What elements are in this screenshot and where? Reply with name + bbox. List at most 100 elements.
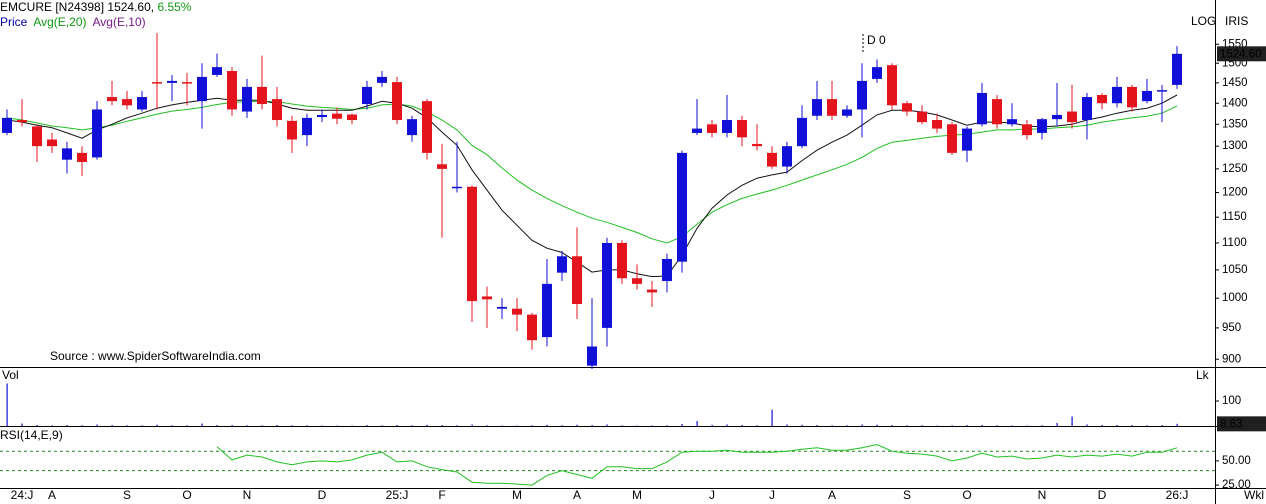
volume-bar [276,425,278,426]
volume-bar [1011,425,1013,426]
volume-bar [456,425,458,426]
volume-bar [1071,416,1073,426]
y-tick-label: 100 [1222,395,1241,407]
volume-bar [981,425,983,426]
candle-body [842,109,852,116]
symbol: EMCURE [N24398] [0,0,104,14]
candle-body [992,99,1002,125]
candle-body [107,97,117,102]
volume-bar [846,425,848,426]
volume-bar [696,421,698,426]
volume-bar [741,425,743,426]
x-tick-label: J [709,488,715,502]
y-tick-label: 1200 [1222,187,1248,199]
y-tick-label: 1150 [1222,211,1247,223]
x-tick-label: S [123,488,131,502]
candle-body [332,113,342,119]
candle-body [1142,90,1152,102]
candle-body [1097,95,1107,104]
candle-body [587,346,597,366]
volume-bar [951,425,953,426]
candle-body [302,117,312,136]
volume-bar [936,425,938,426]
volume-bar [171,425,173,426]
candle-body [1172,53,1182,85]
volume-bar [531,425,533,426]
candle-body [692,128,702,133]
volume-bar [291,425,293,426]
candle-body [647,289,657,293]
rsi-label: RSI(14,E,9) [0,428,63,442]
volume-bar [786,424,788,426]
x-tick-label: M [632,488,642,502]
candle-body [632,278,642,284]
candle-body [452,186,462,189]
price-tag: 1524.60 [1220,48,1262,60]
volume-bar [36,425,38,426]
candle-body [182,82,192,84]
candle-body [707,124,717,133]
volume-bar [231,425,233,426]
candle-body [137,97,147,110]
candle-body [62,148,72,160]
candle-body [1157,90,1167,92]
candle-body [917,111,927,123]
x-tick-label: D [318,488,327,502]
y-tick-label: 950 [1222,322,1241,334]
log-label: LOG [1191,14,1216,28]
legend-entry: Avg(E,20) [33,15,86,29]
volume-bar [381,425,383,426]
candle-body [377,76,387,83]
annotation: D 0 [867,33,886,47]
volume-bar [21,423,23,426]
candle-body [797,117,807,147]
y-tick-label: 900 [1222,353,1241,365]
x-tick-label: O [962,488,971,502]
volume-bar [486,425,488,426]
x-tick-label: N [243,488,252,502]
volume-bar [906,425,908,426]
volume-tag: 8.63 [1220,418,1242,430]
candle-body [422,101,432,153]
candle-body [77,152,87,162]
candle-body [2,117,12,133]
y-tick-label: 1250 [1222,163,1248,175]
volume-bar [1056,423,1058,426]
candle-body [482,296,492,300]
volume-bar [216,425,218,426]
candle-body [737,120,747,138]
candle-body [1022,124,1032,136]
candle-body [827,99,837,116]
scale-label: IRIS [1225,14,1248,28]
volume-bar [636,425,638,426]
candle-body [677,152,687,262]
volume-bar [6,383,8,426]
volume-bar [1101,425,1103,426]
legend-entry: Price [0,15,28,29]
candle-body [572,256,582,304]
candle-body [617,242,627,279]
volume-bar [516,425,518,426]
candle-body [17,120,27,123]
volume-unit: Lk [1196,368,1210,382]
volume-bar [321,425,323,426]
volume-bar [606,424,608,426]
candle-body [782,146,792,167]
y-tick-label: 1450 [1222,77,1248,89]
volume-bar [561,425,563,426]
x-tick-label: O [182,488,191,502]
candle-body [812,99,822,116]
x-tick-label: A [573,488,581,502]
volume-bar [471,424,473,426]
volume-bar [921,425,923,426]
candle-body [497,306,507,309]
candle-body [32,126,42,147]
candle-body [347,114,357,121]
change: 6.55% [157,0,191,14]
volume-bar [621,425,623,426]
candle-body [212,67,222,75]
volume-bar [411,425,413,426]
volume-bar [426,424,428,426]
candle-body [152,82,162,84]
candle-body [407,119,417,136]
